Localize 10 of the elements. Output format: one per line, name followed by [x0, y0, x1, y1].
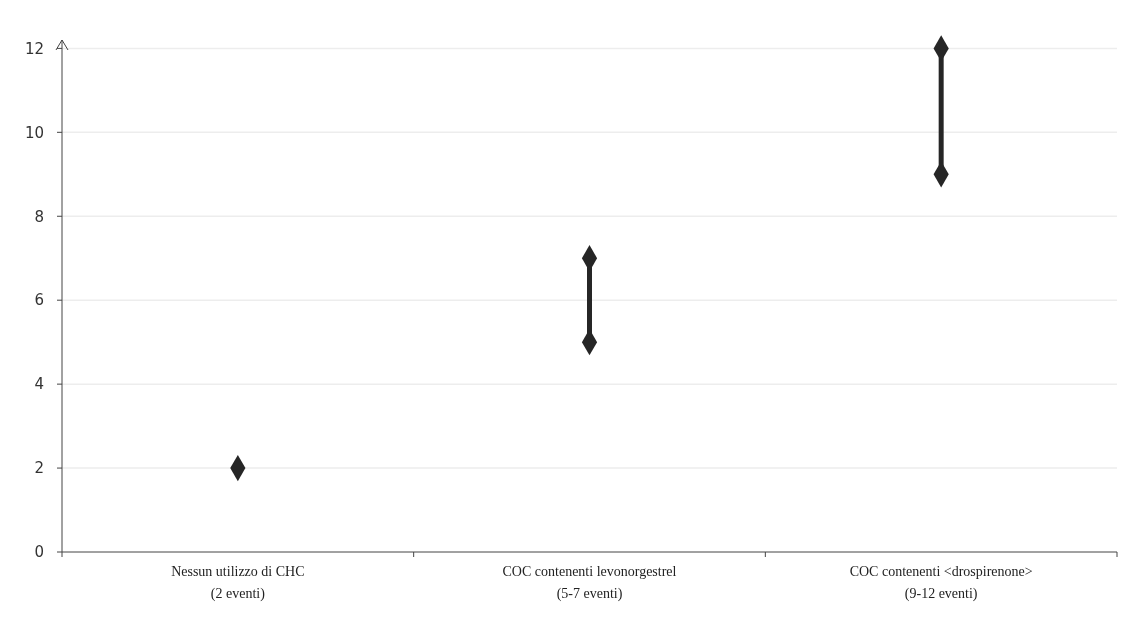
- x-tick-label: COC contenenti <drospirenone> (9-12 eventi): [849, 564, 1033, 602]
- y-tick-label: 4: [34, 375, 44, 394]
- y-tick-label: 10: [24, 123, 44, 142]
- x-tick-label: Nessun utilizzo di CHC (2 eventi): [171, 564, 305, 602]
- y-tick-label: 8: [34, 207, 44, 226]
- y-tick-label: 12: [24, 39, 44, 58]
- y-tick-label: 2: [34, 459, 44, 478]
- y-tick-label: 6: [34, 291, 44, 310]
- x-tick-label: COC contenenti levonorgestrel (5-7 eventi): [502, 564, 677, 602]
- y-tick-label: 0: [34, 543, 44, 562]
